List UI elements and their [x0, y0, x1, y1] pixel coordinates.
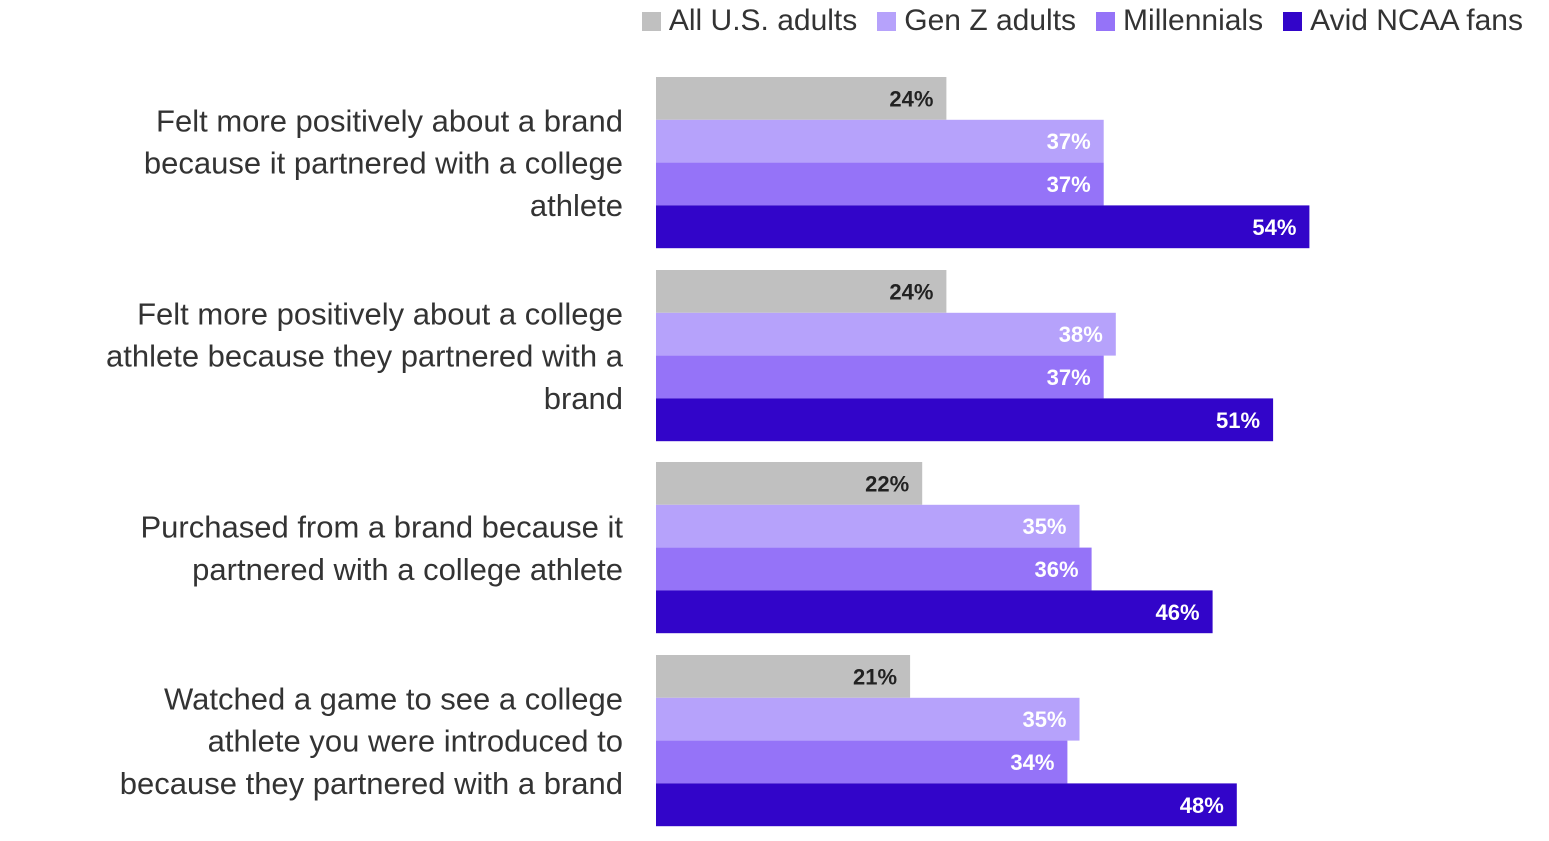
- category-label: Purchased from a brand because it: [141, 509, 624, 544]
- bar: [656, 740, 1068, 784]
- bar: [656, 590, 1213, 634]
- bar: [656, 205, 1310, 249]
- data-label: 35%: [1022, 514, 1066, 539]
- bar-group: 21% 35% 34% 48%: [656, 655, 1237, 827]
- legend-swatch: [641, 11, 661, 31]
- bar: [656, 462, 923, 505]
- data-label: 35%: [1022, 707, 1066, 732]
- bar: [656, 398, 1274, 442]
- category-label: brand: [544, 381, 623, 416]
- legend-item: Gen Z adults: [877, 4, 1076, 38]
- bar: [656, 355, 1104, 399]
- bar: [656, 270, 947, 313]
- bar: [656, 162, 1104, 206]
- bar: [656, 504, 1080, 548]
- data-label: 36%: [1035, 557, 1079, 582]
- category-label: Watched a game to see a college: [164, 681, 623, 716]
- data-label: 24%: [889, 86, 933, 111]
- legend-swatch: [877, 11, 897, 31]
- category-label: partnered with a college athlete: [192, 552, 623, 587]
- category-label: because they partnered with a brand: [120, 766, 623, 801]
- bar-group: 24% 38% 37% 51%: [656, 270, 1274, 442]
- bar-group: 22% 35% 36% 46%: [656, 462, 1213, 634]
- data-label: 51%: [1216, 408, 1260, 433]
- legend-item: All U.S. adults: [641, 4, 858, 38]
- bar: [656, 655, 911, 698]
- data-label: 37%: [1047, 129, 1091, 154]
- category-label: Felt more positively about a brand: [156, 103, 623, 138]
- data-label: 48%: [1180, 793, 1224, 818]
- legend-item: Millennials: [1096, 4, 1263, 38]
- legend-item: Avid NCAA fans: [1283, 4, 1523, 38]
- bar-group: 24% 37% 37% 54%: [656, 77, 1310, 249]
- legend-label: Gen Z adults: [904, 4, 1077, 37]
- bar: [656, 783, 1237, 827]
- category-label: athlete: [530, 188, 623, 223]
- bar: [656, 547, 1092, 591]
- bar: [656, 119, 1104, 163]
- category-label: Felt more positively about a college: [137, 296, 623, 331]
- category-label: athlete you were introduced to: [208, 724, 623, 759]
- data-label: 24%: [889, 279, 933, 304]
- data-label: 34%: [1010, 750, 1054, 775]
- data-label: 37%: [1047, 365, 1091, 390]
- category-label: athlete because they partnered with a: [106, 339, 624, 374]
- bar: [656, 697, 1080, 741]
- legend-swatch: [1283, 11, 1303, 31]
- legend-label: Avid NCAA fans: [1310, 4, 1523, 37]
- data-label: 38%: [1059, 322, 1103, 347]
- category-label: because it partnered with a college: [144, 146, 623, 181]
- data-label: 22%: [865, 471, 909, 496]
- data-label: 54%: [1252, 215, 1296, 240]
- legend-label: All U.S. adults: [668, 4, 858, 37]
- bar: [656, 77, 947, 120]
- data-label: 37%: [1047, 172, 1091, 197]
- legend-swatch: [1096, 11, 1116, 31]
- legend: All U.S. adults Gen Z adults Millennials Av…: [641, 4, 1523, 38]
- legend-label: Millennials: [1123, 4, 1264, 37]
- data-label: 21%: [853, 664, 897, 689]
- data-label: 46%: [1156, 600, 1200, 625]
- bar: [656, 312, 1116, 356]
